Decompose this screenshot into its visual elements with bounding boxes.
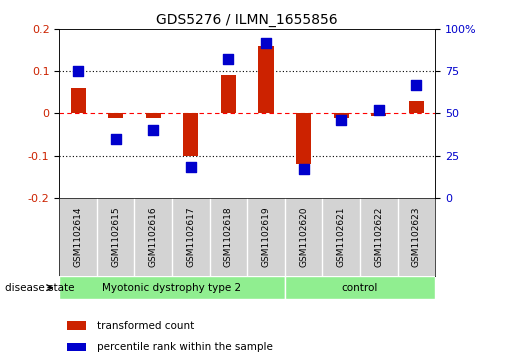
Bar: [296, 113, 311, 164]
Text: GSM1102617: GSM1102617: [186, 207, 195, 267]
Text: GSM1102619: GSM1102619: [262, 207, 270, 267]
Text: GSM1102621: GSM1102621: [337, 207, 346, 267]
Bar: [59, 276, 285, 299]
Bar: [146, 113, 161, 118]
Bar: [285, 276, 435, 299]
Bar: [71, 88, 85, 113]
Text: GSM1102615: GSM1102615: [111, 207, 120, 267]
Text: Myotonic dystrophy type 2: Myotonic dystrophy type 2: [102, 283, 242, 293]
Point: [186, 164, 195, 170]
Bar: [183, 113, 198, 156]
Bar: [371, 113, 386, 115]
Point: [74, 68, 82, 74]
Text: GSM1102618: GSM1102618: [224, 207, 233, 267]
Text: control: control: [342, 283, 378, 293]
Point: [300, 166, 308, 172]
Point: [111, 136, 119, 142]
Text: GSM1102614: GSM1102614: [74, 207, 82, 267]
Bar: [67, 343, 85, 351]
Point: [149, 127, 158, 133]
Point: [225, 57, 233, 62]
Point: [375, 107, 383, 113]
Text: disease state: disease state: [5, 283, 75, 293]
Text: GSM1102622: GSM1102622: [374, 207, 383, 267]
Text: percentile rank within the sample: percentile rank within the sample: [97, 342, 273, 352]
Text: GSM1102620: GSM1102620: [299, 207, 308, 267]
Bar: [221, 76, 236, 113]
Bar: [334, 113, 349, 118]
Bar: [67, 321, 85, 330]
Point: [337, 117, 345, 123]
Bar: [409, 101, 424, 113]
Text: GSM1102623: GSM1102623: [412, 207, 421, 267]
Point: [413, 82, 421, 87]
Text: GSM1102616: GSM1102616: [149, 207, 158, 267]
Bar: [259, 46, 273, 113]
Bar: [108, 113, 123, 118]
Title: GDS5276 / ILMN_1655856: GDS5276 / ILMN_1655856: [157, 13, 338, 26]
Text: transformed count: transformed count: [97, 321, 194, 331]
Point: [262, 40, 270, 45]
